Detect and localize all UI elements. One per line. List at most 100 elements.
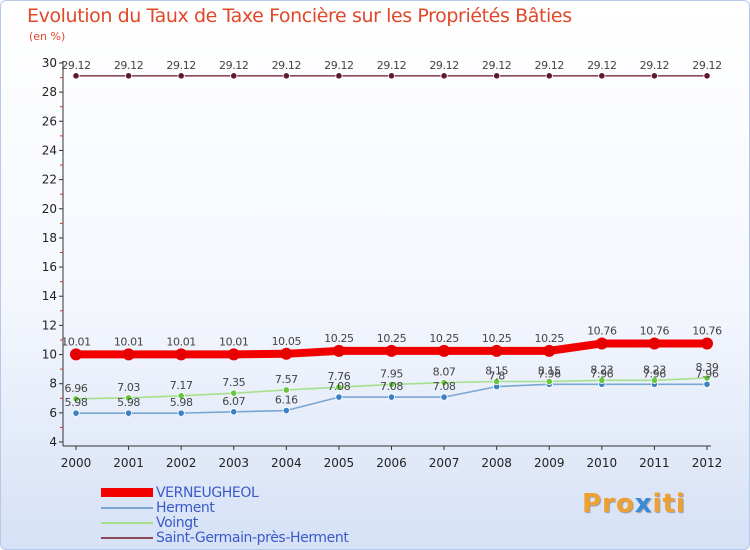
x-tick-label: 2000 xyxy=(61,456,92,470)
data-point xyxy=(438,344,451,357)
data-point xyxy=(70,348,82,361)
data-label: 29.12 xyxy=(377,59,407,72)
y-tick-label: 16 xyxy=(42,260,57,274)
data-label: 5.98 xyxy=(170,396,193,409)
chart-unit-label: (en %) xyxy=(29,30,66,43)
data-point xyxy=(122,348,135,361)
data-label: 6.16 xyxy=(275,394,298,407)
x-tick-label: 2010 xyxy=(587,456,618,470)
data-label: 29.12 xyxy=(324,59,354,72)
data-label: 10.25 xyxy=(535,332,565,345)
data-label: 7.03 xyxy=(117,381,140,394)
data-point xyxy=(282,386,290,394)
data-label: 29.12 xyxy=(640,59,670,72)
data-point xyxy=(230,408,238,416)
data-label: 10.01 xyxy=(219,335,249,348)
data-point xyxy=(282,406,290,415)
data-point xyxy=(280,347,293,360)
data-point xyxy=(703,380,711,388)
data-point xyxy=(335,393,343,401)
data-label: 7.96 xyxy=(643,367,666,380)
data-label: 10.25 xyxy=(377,332,407,345)
data-point xyxy=(72,409,80,417)
data-point xyxy=(701,337,713,350)
data-label: 10.76 xyxy=(692,324,722,337)
data-point xyxy=(490,344,503,357)
data-point xyxy=(177,392,185,400)
data-label: 10.01 xyxy=(166,335,196,348)
data-label: 29.12 xyxy=(114,59,144,72)
y-tick-label: 8 xyxy=(49,377,57,391)
x-tick-label: 2007 xyxy=(429,456,460,470)
data-point xyxy=(598,72,606,80)
data-label: 10.05 xyxy=(272,335,302,348)
data-point xyxy=(124,72,133,80)
data-point xyxy=(332,344,345,357)
data-label: 5.98 xyxy=(117,396,140,409)
data-point xyxy=(124,394,133,402)
logo-accent: x xyxy=(634,489,653,519)
data-point xyxy=(440,72,448,80)
data-point xyxy=(650,376,659,384)
data-point xyxy=(703,72,711,80)
data-point xyxy=(385,344,398,357)
data-label: 29.12 xyxy=(272,59,302,72)
data-label: 7.08 xyxy=(433,380,456,393)
data-label: 10.76 xyxy=(640,324,670,337)
data-point xyxy=(72,72,80,80)
data-label: 29.12 xyxy=(535,59,565,72)
x-tick-label: 2001 xyxy=(113,456,144,470)
x-tick-label: 2011 xyxy=(639,456,670,470)
data-point xyxy=(493,72,501,80)
y-tick-label: 6 xyxy=(49,406,57,420)
data-label: 8.39 xyxy=(696,361,719,374)
legend-label: Saint-Germain-près-Herment xyxy=(156,529,349,546)
data-point xyxy=(335,72,343,80)
data-label: 29.12 xyxy=(482,59,512,72)
data-point xyxy=(227,348,240,361)
x-tick-label: 2004 xyxy=(271,456,302,470)
data-label: 29.12 xyxy=(166,59,196,72)
legend: VERNEUGHEOL Herment Voingt Saint-Germain… xyxy=(101,484,349,546)
data-point xyxy=(598,376,606,384)
data-label: 8.15 xyxy=(538,365,561,378)
data-point xyxy=(440,379,448,387)
data-point xyxy=(543,344,556,357)
data-label: 10.25 xyxy=(429,332,459,345)
data-point xyxy=(230,72,238,80)
y-tick-label: 12 xyxy=(42,318,57,332)
data-label: 29.12 xyxy=(429,59,459,72)
data-label: 29.12 xyxy=(692,59,722,72)
proxiti-logo: Proxiti xyxy=(582,489,686,519)
legend-item: Voingt xyxy=(101,515,348,531)
data-label: 7.95 xyxy=(380,367,403,380)
chart-title: Evolution du Taux de Taxe Foncière sur l… xyxy=(27,5,572,27)
legend-swatch xyxy=(101,521,153,524)
data-point xyxy=(72,395,80,403)
data-label: 29.12 xyxy=(61,59,91,72)
y-tick-label: 22 xyxy=(42,173,57,187)
y-tick-label: 4 xyxy=(49,435,57,449)
data-point xyxy=(282,72,290,80)
data-label: 10.01 xyxy=(61,335,91,348)
data-label: 7.76 xyxy=(327,370,350,383)
logo-text: Pro xyxy=(582,489,635,519)
data-label: 29.12 xyxy=(587,59,617,72)
data-label: 29.12 xyxy=(219,59,249,72)
data-label: 7.96 xyxy=(696,367,719,380)
legend-swatch xyxy=(101,488,153,497)
legend-label: Herment xyxy=(156,499,215,516)
legend-swatch xyxy=(101,506,153,509)
legend-label: VERNEUGHEOL xyxy=(156,484,259,501)
data-label: 5.98 xyxy=(65,396,88,409)
legend-item: VERNEUGHEOL xyxy=(101,484,348,501)
legend-item: Saint-Germain-près-Herment xyxy=(101,529,349,546)
data-point xyxy=(124,409,133,417)
data-label: 7.96 xyxy=(538,367,561,380)
y-tick-label: 24 xyxy=(42,143,57,157)
legend-item: Herment xyxy=(101,499,348,516)
data-point xyxy=(387,393,396,401)
data-point xyxy=(177,409,185,417)
